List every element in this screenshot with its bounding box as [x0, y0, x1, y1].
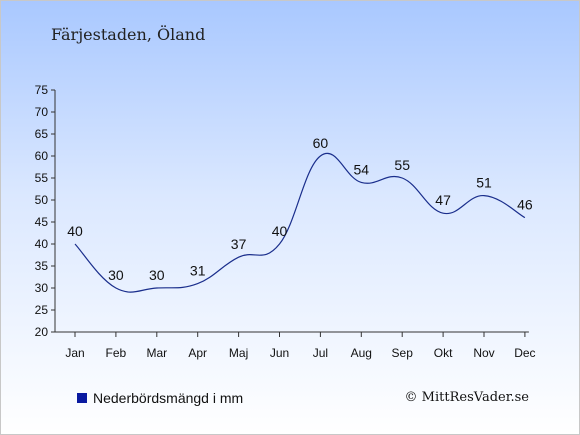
x-tick-label: Apr — [188, 346, 207, 360]
x-tick-label: Okt — [434, 346, 453, 360]
y-tick-label: 55 — [35, 171, 49, 185]
series-line — [74, 152, 526, 293]
copyright-text: © MittResVader.se — [404, 390, 529, 405]
x-tick-label: Maj — [229, 346, 248, 360]
data-label: 54 — [354, 161, 370, 177]
y-tick-label: 40 — [35, 237, 49, 251]
y-tick-label: 35 — [35, 259, 49, 273]
data-label: 47 — [435, 192, 451, 208]
x-tick-label: Jul — [313, 346, 328, 360]
data-label: 51 — [476, 175, 492, 191]
legend-label: Nederbördsmängd i mm — [93, 390, 244, 406]
y-tick-label: 45 — [35, 215, 49, 229]
x-tick-label: Feb — [106, 346, 127, 360]
data-label: 30 — [108, 267, 124, 283]
x-tick-label: Dec — [514, 346, 535, 360]
y-tick-label: 65 — [35, 127, 49, 141]
data-label: 46 — [517, 197, 533, 213]
legend: Nederbördsmängd i mm — [77, 390, 243, 406]
data-label: 60 — [313, 135, 329, 151]
x-tick-label: Aug — [351, 346, 372, 360]
data-label: 55 — [394, 157, 410, 173]
chart-title: Färjestaden, Öland — [51, 25, 206, 44]
x-tick-label: Jun — [270, 346, 289, 360]
y-tick-label: 75 — [35, 83, 49, 97]
x-tick-label: Mar — [146, 346, 167, 360]
y-tick-label: 20 — [35, 325, 49, 339]
y-tick-label: 30 — [35, 281, 49, 295]
y-tick-label: 60 — [35, 149, 49, 163]
x-tick-label: Jan — [65, 346, 84, 360]
x-tick-label: Sep — [392, 346, 414, 360]
data-label: 40 — [67, 223, 83, 239]
data-label: 40 — [272, 223, 288, 239]
data-label: 31 — [190, 263, 206, 279]
legend-swatch — [77, 393, 87, 403]
data-label: 37 — [231, 236, 247, 252]
y-tick-label: 70 — [35, 105, 49, 119]
x-tick-label: Nov — [473, 346, 494, 360]
y-tick-label: 50 — [35, 193, 49, 207]
y-tick-label: 25 — [35, 303, 49, 317]
data-label: 30 — [149, 267, 165, 283]
